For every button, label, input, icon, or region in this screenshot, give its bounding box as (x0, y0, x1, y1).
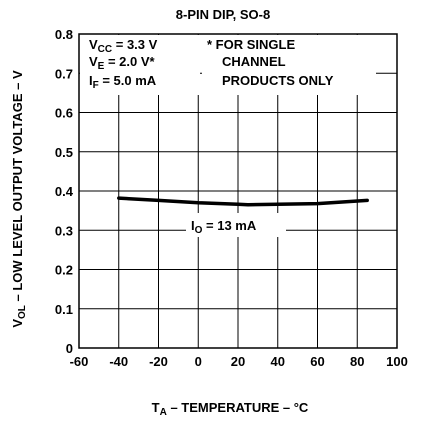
label-suffix: – LOW LEVEL OUTPUT VOLTAGE – V (10, 70, 25, 305)
x-tick-label: 40 (271, 354, 285, 369)
label-subscript: OL (17, 305, 28, 319)
condition-suffix: = 2.0 V* (104, 54, 155, 69)
chart-title: 8-PIN DIP, SO-8 (176, 7, 270, 22)
y-tick-label: 0.2 (55, 263, 73, 278)
y-tick-label: 0.3 (55, 223, 73, 238)
series-label-background (186, 213, 286, 237)
y-tick-label: 0.5 (55, 145, 73, 160)
x-tick-label: 20 (231, 354, 245, 369)
annotation-boxes (80, 35, 376, 237)
condition-subscript: F (93, 80, 99, 91)
label-subscript: O (195, 225, 203, 236)
condition-main: V (89, 37, 98, 52)
footnote-line: CHANNEL (222, 54, 286, 69)
y-tick-label: 0.8 (55, 27, 73, 42)
footnote-text: * FOR SINGLE CHANNEL PRODUCTS ONLY (207, 37, 334, 88)
x-tick-label: 0 (195, 354, 202, 369)
x-tick-label: -60 (70, 354, 89, 369)
footnote-line: PRODUCTS ONLY (222, 73, 334, 88)
condition-subscript: CC (98, 44, 112, 55)
label-main: V (10, 319, 25, 328)
footnote-line: * FOR SINGLE (207, 37, 295, 52)
y-tick-label: 0.7 (55, 66, 73, 81)
y-axis-label: VOL – LOW LEVEL OUTPUT VOLTAGE – V (10, 70, 28, 328)
condition-line: VE = 2.0 V* (89, 54, 156, 72)
series-layer (117, 196, 369, 207)
x-axis-label: TA – TEMPERATURE – °C (152, 400, 309, 418)
x-tick-label: -20 (149, 354, 168, 369)
condition-suffix: = 5.0 mA (99, 73, 157, 88)
conditions-background (80, 35, 200, 95)
condition-suffix: = 3.3 V (112, 37, 157, 52)
condition-line: IF = 5.0 mA (89, 73, 157, 91)
x-tick-label: 60 (310, 354, 324, 369)
condition-line: VCC = 3.3 V (89, 37, 158, 55)
conditions-text: VCC = 3.3 V VE = 2.0 V* IF = 5.0 mA (89, 37, 158, 91)
footnote-background (202, 35, 376, 95)
label-main: I (191, 218, 195, 233)
condition-main: I (89, 73, 93, 88)
label-main: T (152, 400, 160, 415)
condition-subscript: E (98, 61, 105, 72)
label-suffix: = 13 mA (202, 218, 256, 233)
label-suffix: – TEMPERATURE – °C (167, 400, 309, 415)
series-label: IO = 13 mA (191, 218, 257, 236)
y-tick-label: 0.1 (55, 302, 73, 317)
x-tick-label: 100 (386, 354, 408, 369)
x-tick-label: -40 (109, 354, 128, 369)
y-tick-labels: 0 0.1 0.2 0.3 0.4 0.5 0.6 0.7 0.8 (55, 27, 74, 356)
label-subscript: A (160, 407, 167, 418)
condition-main: V (89, 54, 98, 69)
y-tick-label: 0.6 (55, 106, 73, 121)
plot-frame (78, 33, 398, 349)
y-tick-label: 0 (66, 341, 73, 356)
x-tick-labels: -60 -40 -20 0 20 40 60 80 100 (70, 354, 408, 369)
x-tick-label: 80 (350, 354, 364, 369)
series-line (117, 196, 369, 207)
y-tick-label: 0.4 (55, 184, 74, 199)
